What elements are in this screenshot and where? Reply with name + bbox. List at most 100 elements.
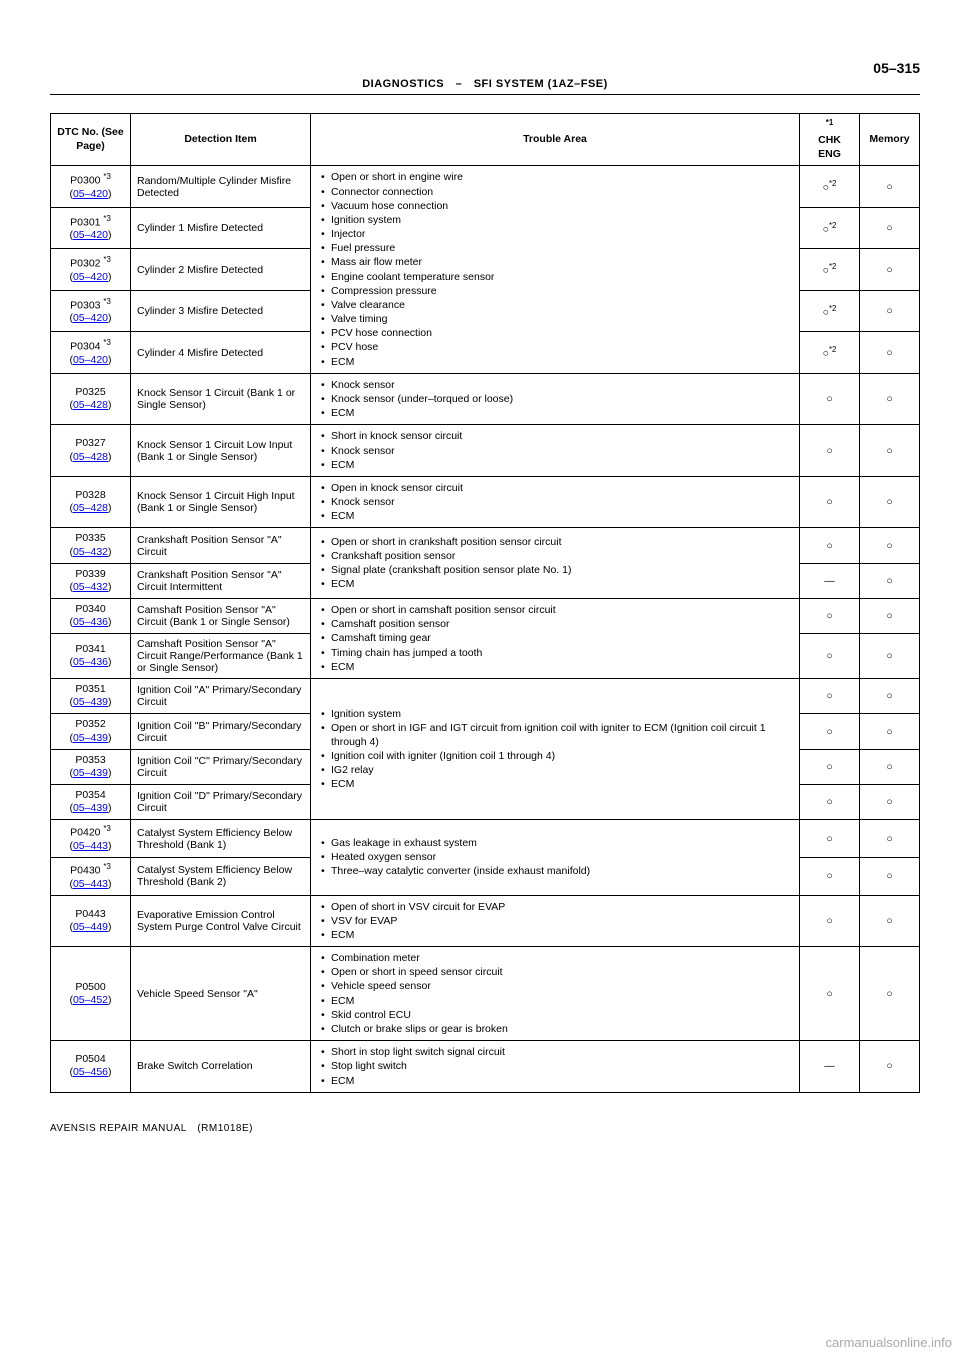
chk-cell: ○: [800, 528, 860, 563]
chk-cell: ○: [800, 425, 860, 477]
dtc-cell: P0354(05–439): [51, 784, 131, 819]
page-link[interactable]: 05–443: [73, 840, 108, 852]
dtc-cell: P0500(05–452): [51, 947, 131, 1041]
memory-cell: ○: [860, 784, 920, 819]
page-link[interactable]: 05–456: [73, 1066, 108, 1078]
detection-cell: Ignition Coil "D" Primary/Secondary Circ…: [131, 784, 311, 819]
page-link[interactable]: 05–439: [73, 802, 108, 814]
dtc-cell: P0352(05–439): [51, 714, 131, 749]
page-link[interactable]: 05–420: [73, 188, 108, 200]
chk-cell: ○: [800, 598, 860, 633]
table-row: P0500(05–452)Vehicle Speed Sensor "A"Com…: [51, 947, 920, 1041]
memory-cell: ○: [860, 947, 920, 1041]
footer: AVENSIS REPAIR MANUAL (RM1018E): [50, 1123, 920, 1134]
trouble-item: Ignition system: [331, 707, 793, 721]
trouble-cell: Open or short in crankshaft position sen…: [311, 528, 800, 599]
dtc-cell: P0303 *3(05–420): [51, 290, 131, 331]
col-detection: Detection Item: [131, 114, 311, 166]
memory-cell: ○: [860, 895, 920, 947]
memory-cell: ○: [860, 749, 920, 784]
dtc-cell: P0420 *3(05–443): [51, 820, 131, 858]
trouble-item: Short in knock sensor circuit: [331, 429, 793, 443]
trouble-item: ECM: [331, 406, 793, 420]
dtc-cell: P0339(05–432): [51, 563, 131, 598]
trouble-item: Open or short in crankshaft position sen…: [331, 535, 793, 549]
page-link[interactable]: 05–452: [73, 994, 108, 1006]
trouble-cell: Open or short in camshaft position senso…: [311, 598, 800, 678]
memory-cell: ○: [860, 476, 920, 528]
page-link[interactable]: 05–439: [73, 732, 108, 744]
dtc-code: P0341: [57, 643, 124, 656]
chk-cell: ○: [800, 947, 860, 1041]
detection-cell: Crankshaft Position Sensor "A" Circuit: [131, 528, 311, 563]
page-link[interactable]: 05–439: [73, 696, 108, 708]
memory-cell: ○: [860, 425, 920, 477]
page-link[interactable]: 05–432: [73, 581, 108, 593]
trouble-item: Skid control ECU: [331, 1008, 793, 1022]
detection-cell: Ignition Coil "A" Primary/Secondary Circ…: [131, 679, 311, 714]
trouble-cell: Short in knock sensor circuitKnock senso…: [311, 425, 800, 477]
dtc-code: P0300 *3: [57, 172, 124, 188]
memory-cell: ○: [860, 679, 920, 714]
dtc-cell: P0328(05–428): [51, 476, 131, 528]
col-memory: Memory: [860, 114, 920, 166]
page-link[interactable]: 05–443: [73, 878, 108, 890]
trouble-item: Vehicle speed sensor: [331, 979, 793, 993]
chk-cell: ○: [800, 679, 860, 714]
chk-cell: ○*2: [800, 166, 860, 207]
detection-cell: Catalyst System Efficiency Below Thresho…: [131, 857, 311, 895]
page-link[interactable]: 05–420: [73, 312, 108, 324]
page-link[interactable]: 05–432: [73, 546, 108, 558]
table-row: P0325(05–428)Knock Sensor 1 Circuit (Ban…: [51, 373, 920, 425]
chk-cell: ○: [800, 749, 860, 784]
trouble-item: Compression pressure: [331, 284, 793, 298]
page-link[interactable]: 05–436: [73, 616, 108, 628]
table-row: P0335(05–432)Crankshaft Position Sensor …: [51, 528, 920, 563]
trouble-item: Heated oxygen sensor: [331, 850, 793, 864]
trouble-cell: Short in stop light switch signal circui…: [311, 1041, 800, 1093]
col-trouble: Trouble Area: [311, 114, 800, 166]
page-link[interactable]: 05–420: [73, 229, 108, 241]
page-link[interactable]: 05–420: [73, 354, 108, 366]
detection-cell: Ignition Coil "C" Primary/Secondary Circ…: [131, 749, 311, 784]
dtc-cell: P0335(05–432): [51, 528, 131, 563]
dtc-cell: P0301 *3(05–420): [51, 207, 131, 248]
page-link[interactable]: 05–420: [73, 271, 108, 283]
page-link[interactable]: 05–439: [73, 767, 108, 779]
trouble-item: IG2 relay: [331, 763, 793, 777]
page-link[interactable]: 05–449: [73, 921, 108, 933]
dtc-cell: P0327(05–428): [51, 425, 131, 477]
dtc-code: P0325: [57, 386, 124, 399]
chk-cell: —: [800, 1041, 860, 1093]
dtc-code: P0327: [57, 437, 124, 450]
table-row: P0328(05–428)Knock Sensor 1 Circuit High…: [51, 476, 920, 528]
dtc-code: P0352: [57, 718, 124, 731]
trouble-item: ECM: [331, 458, 793, 472]
page-link[interactable]: 05–428: [73, 399, 108, 411]
watermark: carmanualsonline.info: [826, 1335, 952, 1350]
page-link[interactable]: 05–428: [73, 502, 108, 514]
chk-cell: ○: [800, 895, 860, 947]
trouble-item: Connector connection: [331, 185, 793, 199]
trouble-item: Gas leakage in exhaust system: [331, 836, 793, 850]
page-link[interactable]: 05–428: [73, 451, 108, 463]
dtc-cell: P0353(05–439): [51, 749, 131, 784]
dtc-code: P0340: [57, 603, 124, 616]
memory-cell: ○: [860, 207, 920, 248]
trouble-cell: Open of short in VSV circuit for EVAPVSV…: [311, 895, 800, 947]
trouble-item: Open or short in speed sensor circuit: [331, 965, 793, 979]
detection-cell: Camshaft Position Sensor "A" Circuit Ran…: [131, 634, 311, 679]
chk-cell: ○: [800, 373, 860, 425]
chk-cell: ○*2: [800, 249, 860, 290]
trouble-item: Open in knock sensor circuit: [331, 481, 793, 495]
table-row: P0504(05–456)Brake Switch CorrelationSho…: [51, 1041, 920, 1093]
detection-cell: Cylinder 4 Misfire Detected: [131, 332, 311, 374]
dtc-cell: P0304 *3(05–420): [51, 332, 131, 374]
chk-cell: ○: [800, 476, 860, 528]
page-header: DIAGNOSTICS – SFI SYSTEM (1AZ–FSE): [50, 78, 920, 95]
table-row: P0420 *3(05–443)Catalyst System Efficien…: [51, 820, 920, 858]
page-link[interactable]: 05–436: [73, 656, 108, 668]
page-number: 05–315: [50, 60, 920, 76]
table-row: P0327(05–428)Knock Sensor 1 Circuit Low …: [51, 425, 920, 477]
chk-cell: ○*2: [800, 332, 860, 374]
